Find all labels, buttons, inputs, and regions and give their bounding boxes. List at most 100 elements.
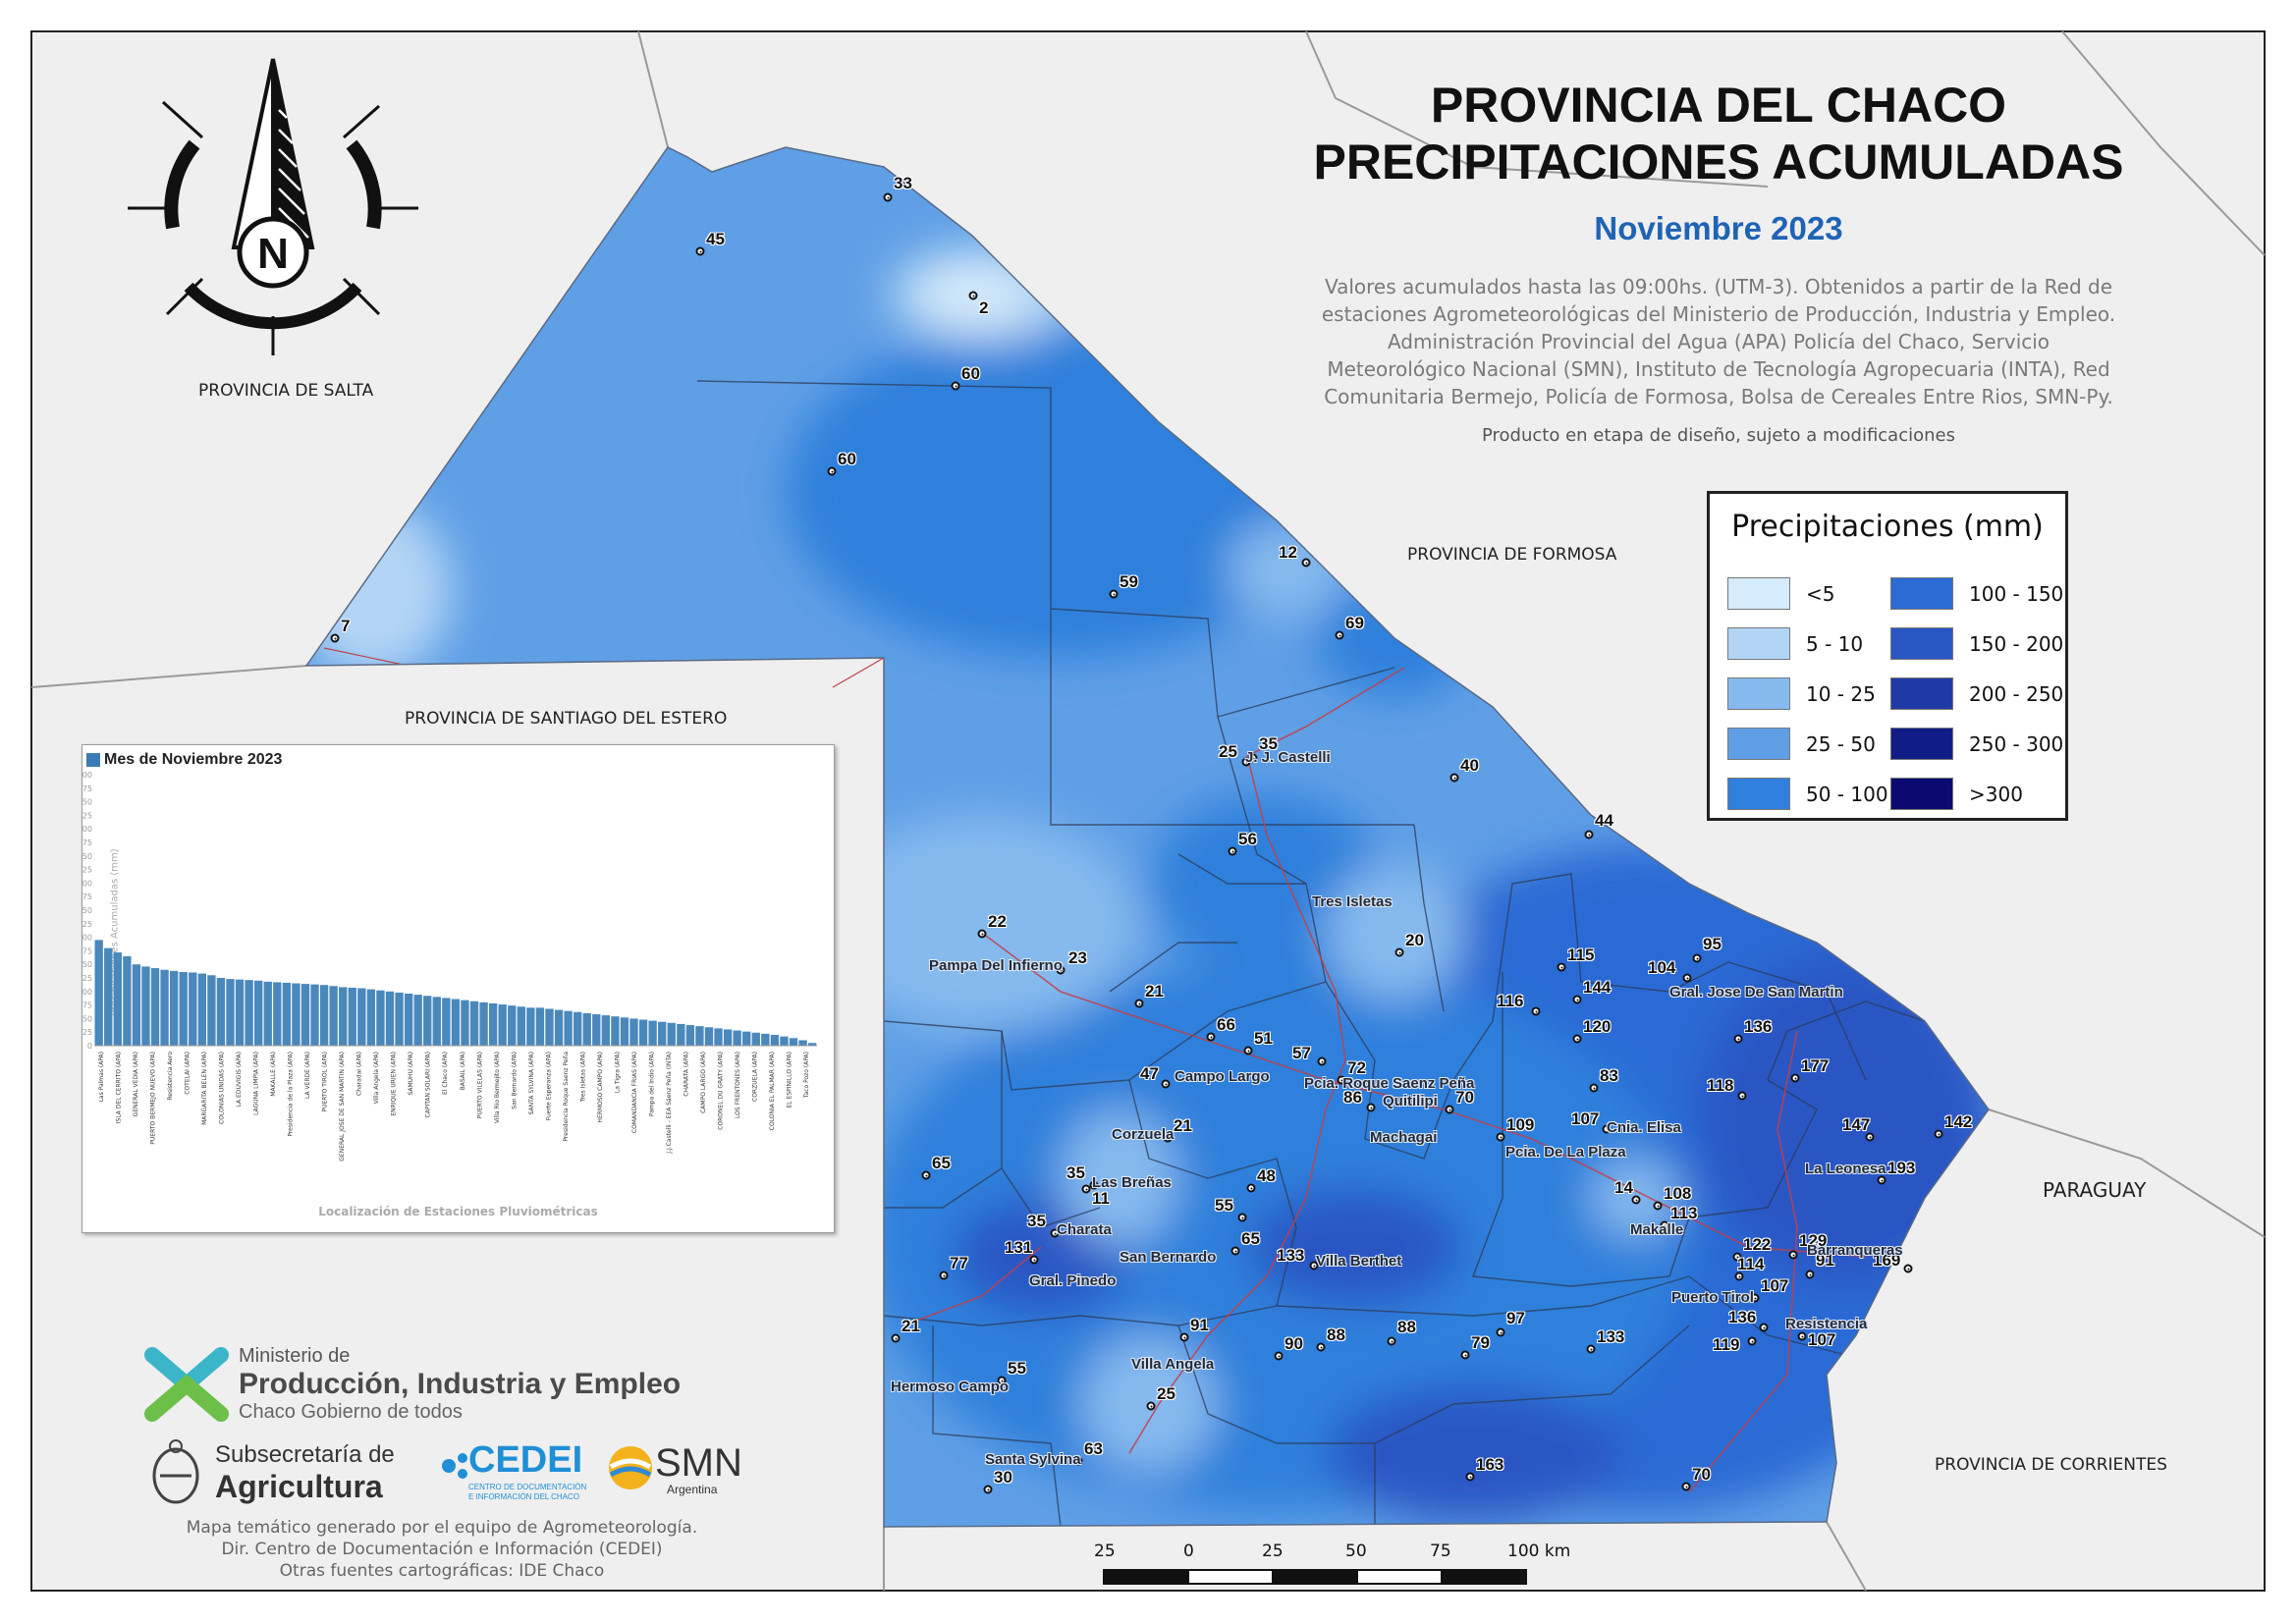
chart-x-tick-label: GENERAL VEDIA (APA) (133, 1052, 139, 1116)
legend-item: >300 (1890, 778, 2023, 810)
chart-y-tick-label: 175 (82, 947, 92, 955)
station-value: 35 (1066, 1163, 1085, 1182)
chart-bar (526, 1007, 535, 1046)
station-value: 142 (1944, 1112, 1973, 1131)
chart-x-tick-label: La Tigra (APA) (614, 1052, 621, 1093)
station-value: 30 (994, 1468, 1012, 1487)
cedei-logo-text: CEDEI (468, 1439, 583, 1481)
chart-bar (573, 1011, 582, 1046)
station-value: 114 (1737, 1255, 1765, 1273)
station-marker (1557, 962, 1566, 972)
chart-x-tick-label: Charadai (APA) (356, 1052, 363, 1096)
chart-y-tick-label: 325 (82, 866, 92, 875)
station-marker (1934, 1129, 1943, 1139)
ministry-line-1: Ministerio de (239, 1345, 351, 1367)
station-marker (968, 291, 978, 300)
station-value: 109 (1506, 1115, 1535, 1134)
chart-bar (123, 955, 132, 1046)
station-value: 70 (1692, 1465, 1711, 1484)
chart-x-tick-label: Resistencia Aero (167, 1052, 174, 1101)
station-value: 33 (894, 174, 912, 192)
station-value: 20 (1405, 931, 1424, 949)
city-label: Pcia. Roque Saenz Peña (1304, 1075, 1475, 1092)
agriculture-line-2: Agricultura (215, 1469, 383, 1504)
station-value: 163 (1476, 1455, 1504, 1474)
city-label: Hermoso Campo (891, 1379, 1010, 1395)
chart-x-tick-label: ISLA DEL CERRITO (APA) (115, 1052, 122, 1123)
chart-x-tick-label: CORONEL DU GRATY (APA) (718, 1052, 725, 1130)
station-value: 72 (1347, 1058, 1366, 1077)
station-value: 122 (1743, 1235, 1772, 1254)
city-label: Las Breñas (1092, 1174, 1172, 1191)
station-marker (1274, 1351, 1284, 1361)
station-value: 113 (1670, 1204, 1698, 1222)
chart-x-tick-label: PUERTO VILELAS (APA) (476, 1052, 483, 1118)
legend-item: 5 - 10 (1727, 627, 1863, 660)
station-value: 133 (1597, 1327, 1625, 1346)
chart-bar (554, 1009, 564, 1046)
legend: Precipitaciones (mm) <5 5 - 10 10 - 25 2… (1707, 491, 2068, 821)
chart-x-tick-label: Villa Angela (APA) (373, 1052, 380, 1104)
chart-bar (582, 1012, 591, 1046)
legend-item: 100 - 150 (1890, 577, 2063, 610)
chart-x-tick-label: Villa Rio Bermejito (APA) (494, 1052, 501, 1123)
chart-x-tick-label: San Bernardo (APA) (511, 1052, 518, 1109)
station-marker (1246, 1183, 1256, 1193)
station-marker (1681, 1482, 1691, 1491)
station-value: 21 (1145, 982, 1164, 1001)
chart-bar (723, 1029, 733, 1046)
chart-bar (366, 989, 376, 1046)
scale-label: 25 (1094, 1542, 1116, 1561)
station-value: 44 (1595, 811, 1613, 830)
chart-x-tick-label: COMANDANCIA FRIAS (APA) (631, 1052, 638, 1133)
chart-bar (207, 975, 216, 1046)
chart-bar (798, 1040, 807, 1046)
chart-bar (733, 1030, 741, 1046)
chart-bar (761, 1033, 770, 1046)
station-value: 133 (1277, 1246, 1305, 1265)
chart-bar (611, 1016, 620, 1046)
station-value: 60 (838, 450, 856, 468)
legend-label: 250 - 300 (1969, 731, 2064, 756)
city-label: Resistencia (1785, 1316, 1868, 1332)
legend-swatch (1890, 627, 1953, 660)
chart-x-axis-label: Localización de Estaciones Pluviométrica… (318, 1205, 598, 1218)
chart-plot: 0 25 50 75 100 125 150 175 200 225 250 275 300 325 350… (82, 771, 817, 1162)
station-marker (1163, 1133, 1173, 1143)
chart-x-tick-label: COLONIA EL PALMAR (APA) (769, 1052, 776, 1130)
city-label: La Leonesa (1805, 1161, 1886, 1177)
smn-subtitle: Argentina (667, 1483, 718, 1496)
chart-bar (329, 986, 338, 1046)
chart-x-tick-label: Taco Pozo (APA) (803, 1052, 810, 1099)
station-marker (1496, 1132, 1505, 1142)
station-marker (1387, 1336, 1396, 1346)
station-marker (1790, 1073, 1800, 1083)
chart-bar (357, 988, 366, 1046)
chart-x-tick-label: LAGUNA LIMPIA (APA) (252, 1052, 259, 1115)
ministry-logo-icon (144, 1347, 229, 1422)
chart-bar (310, 984, 319, 1046)
chart-y-tick-label: 100 (82, 988, 92, 997)
chart-bar (235, 979, 245, 1046)
chart-bar (742, 1031, 751, 1046)
station-marker (1465, 1472, 1475, 1482)
station-value: 91 (1190, 1316, 1209, 1334)
design-note: Producto en etapa de diseño, sujeto a mo… (1481, 425, 1955, 446)
chart-x-tick-label: J.J.Castelli - EEA Sáenz Peña (INTA) (666, 1052, 673, 1155)
map-description: Valores acumulados hasta las 09:00hs. (U… (1321, 275, 2116, 408)
station-marker (1337, 1075, 1346, 1085)
chart-bar (442, 998, 451, 1046)
station-marker (1230, 1246, 1240, 1256)
chart-x-tick-label: SAMUHU (APA) (408, 1052, 414, 1096)
station-marker (1496, 1327, 1505, 1337)
chart-bar (770, 1034, 780, 1046)
chart-y-tick-label: 0 (87, 1042, 92, 1051)
station-value: 136 (1728, 1308, 1757, 1326)
chart-bar (564, 1010, 573, 1046)
station-value: 11 (1092, 1189, 1110, 1208)
province-label-salta: PROVINCIA DE SALTA (198, 381, 374, 401)
station-marker (1228, 846, 1237, 856)
station-marker (1179, 1332, 1189, 1342)
station-value: 83 (1600, 1066, 1618, 1085)
chart-bar (535, 1007, 545, 1046)
